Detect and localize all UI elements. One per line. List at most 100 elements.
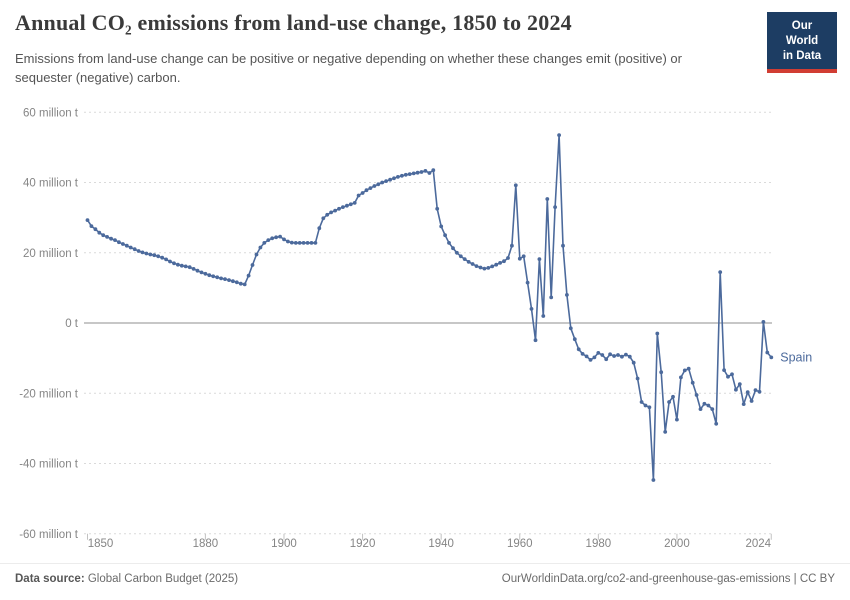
data-point[interactable]: [486, 266, 491, 270]
data-point[interactable]: [627, 354, 632, 359]
data-point[interactable]: [726, 374, 730, 379]
data-point[interactable]: [659, 370, 664, 375]
data-point[interactable]: [655, 331, 660, 336]
data-point[interactable]: [553, 205, 557, 209]
data-point[interactable]: [478, 265, 483, 270]
data-point[interactable]: [262, 241, 267, 245]
data-point[interactable]: [293, 241, 298, 245]
data-point[interactable]: [400, 173, 404, 178]
data-point[interactable]: [321, 216, 326, 221]
data-point[interactable]: [203, 271, 208, 276]
data-point[interactable]: [215, 275, 220, 280]
data-point[interactable]: [761, 320, 766, 324]
data-point[interactable]: [631, 360, 636, 365]
data-point[interactable]: [525, 280, 530, 285]
data-point[interactable]: [679, 375, 683, 380]
data-point[interactable]: [588, 358, 593, 362]
data-point[interactable]: [297, 241, 302, 245]
data-point[interactable]: [706, 403, 711, 408]
data-point[interactable]: [447, 241, 451, 245]
data-point[interactable]: [639, 400, 644, 404]
series-line[interactable]: [86, 134, 773, 481]
data-point[interactable]: [144, 251, 149, 256]
data-point[interactable]: [435, 206, 440, 211]
data-point[interactable]: [128, 245, 133, 250]
data-point[interactable]: [172, 261, 176, 266]
data-point[interactable]: [431, 168, 436, 173]
data-point[interactable]: [317, 226, 322, 231]
data-point[interactable]: [513, 183, 518, 188]
data-point[interactable]: [565, 293, 569, 297]
data-point[interactable]: [667, 400, 671, 404]
data-point[interactable]: [289, 240, 294, 245]
data-point[interactable]: [93, 227, 98, 232]
data-point[interactable]: [274, 235, 278, 240]
data-point[interactable]: [219, 276, 224, 281]
data-point[interactable]: [360, 191, 365, 195]
data-point[interactable]: [443, 233, 447, 238]
data-point[interactable]: [521, 254, 526, 259]
data-point[interactable]: [506, 256, 510, 260]
data-point[interactable]: [612, 354, 616, 358]
data-point[interactable]: [757, 389, 762, 394]
data-point[interactable]: [694, 393, 699, 397]
data-point[interactable]: [199, 270, 204, 275]
data-point[interactable]: [427, 171, 432, 175]
credit-note[interactable]: OurWorldinData.org/co2-and-greenhouse-ga…: [501, 573, 835, 585]
data-point[interactable]: [85, 218, 90, 222]
data-point[interactable]: [407, 172, 412, 176]
data-point[interactable]: [356, 193, 361, 198]
data-point[interactable]: [608, 352, 612, 357]
data-point[interactable]: [384, 179, 388, 183]
data-point[interactable]: [313, 241, 318, 245]
data-point[interactable]: [682, 368, 687, 373]
data-point[interactable]: [168, 259, 172, 264]
data-point[interactable]: [372, 184, 377, 188]
data-point[interactable]: [148, 252, 153, 257]
data-point[interactable]: [207, 273, 212, 278]
data-point[interactable]: [557, 133, 561, 137]
data-point[interactable]: [549, 295, 554, 300]
data-point[interactable]: [266, 238, 271, 243]
data-point[interactable]: [415, 170, 420, 175]
data-point[interactable]: [734, 387, 738, 392]
data-point[interactable]: [97, 230, 102, 235]
data-point[interactable]: [211, 274, 216, 279]
data-point[interactable]: [572, 337, 577, 342]
data-point[interactable]: [101, 233, 106, 238]
data-point[interactable]: [364, 188, 369, 193]
data-point[interactable]: [616, 353, 620, 357]
data-point[interactable]: [470, 262, 475, 266]
data-point[interactable]: [392, 176, 396, 181]
data-point[interactable]: [584, 354, 589, 359]
data-point[interactable]: [568, 326, 573, 331]
data-point[interactable]: [592, 355, 597, 360]
data-point[interactable]: [403, 172, 408, 177]
data-point[interactable]: [769, 355, 774, 360]
data-point[interactable]: [223, 277, 227, 281]
data-point[interactable]: [545, 197, 550, 201]
data-point[interactable]: [620, 354, 624, 359]
data-point[interactable]: [160, 255, 165, 260]
data-point[interactable]: [737, 382, 742, 386]
data-point[interactable]: [698, 407, 703, 411]
data-point[interactable]: [643, 403, 648, 408]
entity-label[interactable]: Spain: [780, 350, 812, 364]
data-point[interactable]: [333, 208, 337, 213]
data-point[interactable]: [109, 236, 113, 241]
data-point[interactable]: [234, 280, 239, 285]
line-chart-canvas[interactable]: 60 million t 40 million t 20 million t 0 t -…: [0, 95, 850, 575]
data-point[interactable]: [152, 253, 157, 258]
data-point[interactable]: [651, 478, 656, 482]
data-point[interactable]: [517, 256, 522, 261]
data-point[interactable]: [376, 182, 381, 187]
data-point[interactable]: [195, 268, 200, 273]
data-point[interactable]: [117, 240, 121, 245]
data-point[interactable]: [301, 241, 306, 245]
data-point[interactable]: [702, 401, 707, 406]
data-point[interactable]: [282, 237, 286, 242]
data-point[interactable]: [749, 399, 754, 403]
data-point[interactable]: [227, 278, 231, 282]
data-point[interactable]: [647, 405, 652, 410]
data-point[interactable]: [419, 170, 424, 174]
